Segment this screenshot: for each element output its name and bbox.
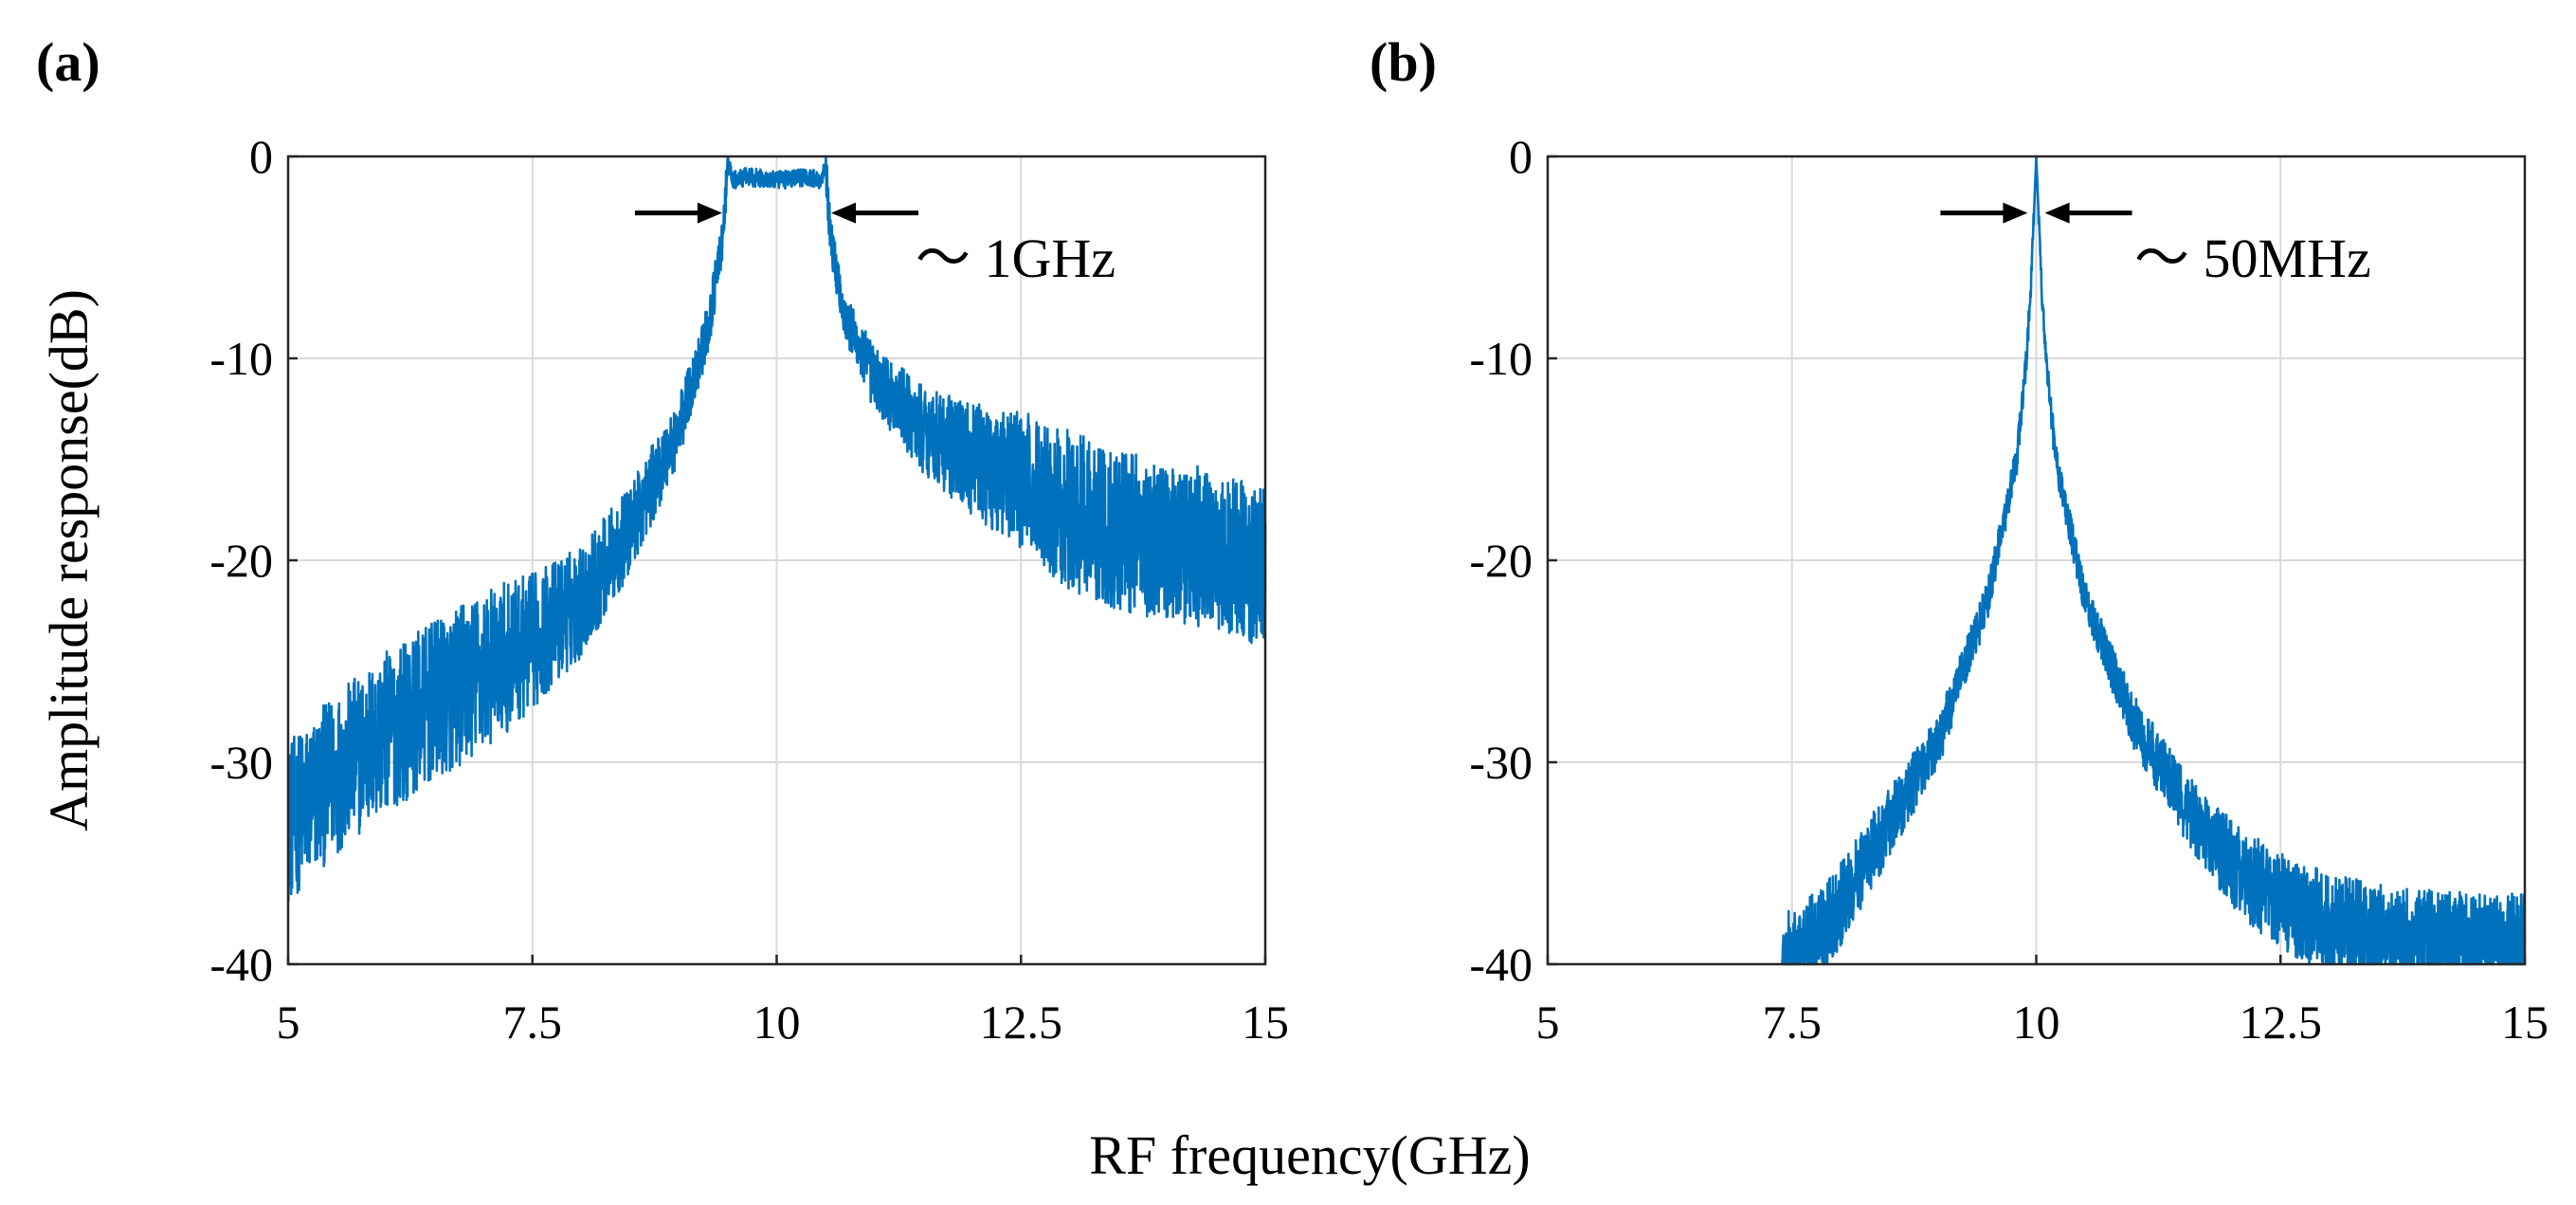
panel-a-annotation: ～ 1GHz [634, 202, 1116, 289]
y-tick-label: -20 [209, 534, 273, 587]
panel-b-trace [1781, 155, 2527, 966]
x-tick-label: 12.5 [2240, 995, 2323, 1049]
panel-b-bandwidth-label: ～ 50MHz [2134, 228, 2371, 289]
panel-a: (a) 0 -10 -20 -30 -40 5 7.5 10 12.5 15 ～ 1GHz [36, 31, 1289, 1049]
y-tick-label: -10 [1469, 332, 1533, 385]
y-tick-label: -30 [1469, 736, 1533, 789]
x-tick-label: 12.5 [980, 995, 1063, 1049]
arrow-left-head [697, 202, 722, 224]
arrow-left-head [2003, 202, 2028, 224]
response-trace [287, 155, 1267, 903]
y-axis-label: Amplitude response(dB) [38, 289, 100, 831]
panel-b-grid [1548, 156, 2525, 964]
arrow-right-head [2044, 202, 2070, 224]
x-tick-label: 15 [1242, 995, 1289, 1049]
panel-a-x-ticks: 5 7.5 10 12.5 15 [277, 955, 1289, 1049]
y-tick-label: -30 [209, 736, 273, 789]
x-tick-label: 7.5 [1763, 995, 1823, 1049]
y-tick-label: -40 [1469, 938, 1533, 991]
panel-b-label: (b) [1370, 31, 1437, 93]
y-tick-label: 0 [1509, 130, 1533, 183]
panel-a-axes-frame [286, 155, 1267, 966]
x-tick-label: 10 [2013, 995, 2060, 1049]
response-trace [1781, 155, 2527, 966]
y-tick-label: -40 [209, 938, 273, 991]
x-tick-label: 10 [753, 995, 801, 1049]
panel-b: (b) 0 -10 -20 -30 -40 5 7.5 10 12.5 15 ～ 50MHz [1370, 31, 2549, 1049]
x-tick-label: 7.5 [503, 995, 563, 1049]
panel-b-axes-frame [1546, 155, 2527, 966]
x-axis-label: RF frequency(GHz) [1089, 1124, 1530, 1186]
panel-b-annotation: ～ 50MHz [1940, 202, 2371, 289]
y-tick-label: 0 [249, 130, 273, 183]
x-tick-label: 5 [1536, 995, 1560, 1049]
panel-a-bandwidth-label: ～ 1GHz [916, 228, 1116, 289]
y-tick-label: -10 [209, 332, 273, 385]
x-tick-label: 5 [277, 995, 300, 1049]
panel-b-x-ticks: 5 7.5 10 12.5 15 [1536, 955, 2549, 1049]
panel-b-y-ticks: 0 -10 -20 -30 -40 [1469, 130, 1557, 991]
panel-a-label: (a) [36, 31, 100, 93]
panel-a-y-ticks: 0 -10 -20 -30 -40 [209, 130, 298, 991]
panel-a-trace [287, 155, 1267, 903]
y-tick-label: -20 [1469, 534, 1533, 587]
x-tick-label: 15 [2501, 995, 2549, 1049]
arrow-right-head [831, 202, 857, 224]
